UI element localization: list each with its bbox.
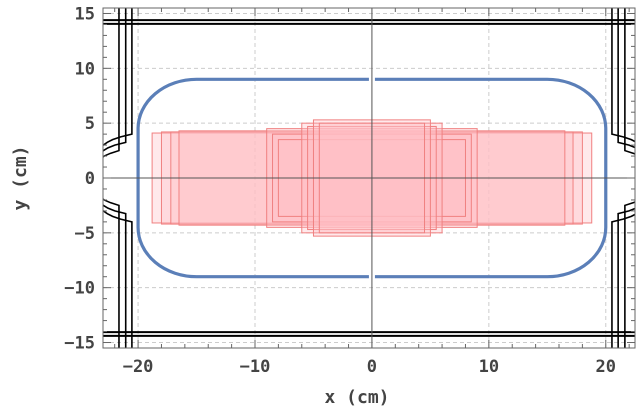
x-tick-label: −20 (123, 357, 154, 377)
x-tick-label: 0 (367, 357, 377, 377)
outer-boundary-arc-left-1 (103, 8, 133, 348)
tick-labels: −20 −10 0 10 20 −15 −10 −5 0 5 10 15 (64, 4, 616, 377)
outer-boundary-arc-left-3 (103, 8, 120, 348)
outer-boundary-arc-right-2 (617, 8, 635, 348)
x-tick-label: 10 (479, 357, 499, 377)
y-tick-label: 10 (75, 59, 95, 79)
y-tick-label: 5 (85, 114, 95, 134)
data-area (103, 8, 635, 348)
y-tick-label: 0 (85, 169, 95, 189)
y-tick-label: 15 (75, 4, 95, 24)
y-tick-label: −10 (64, 279, 95, 299)
y-tick-label: −15 (64, 334, 95, 354)
ticks (103, 8, 635, 348)
outer-boundary-arc-left-2 (103, 8, 127, 348)
outer-boundary-arc-right-3 (624, 8, 635, 348)
axes (103, 8, 635, 348)
y-axis-title: y (cm) (10, 145, 31, 210)
x-axis-title: x (cm) (324, 387, 389, 408)
x-tick-label: 20 (596, 357, 616, 377)
x-tick-label: −10 (240, 357, 271, 377)
outer-boundary-arc-right-1 (611, 8, 635, 348)
y-tick-label: −5 (75, 224, 95, 244)
